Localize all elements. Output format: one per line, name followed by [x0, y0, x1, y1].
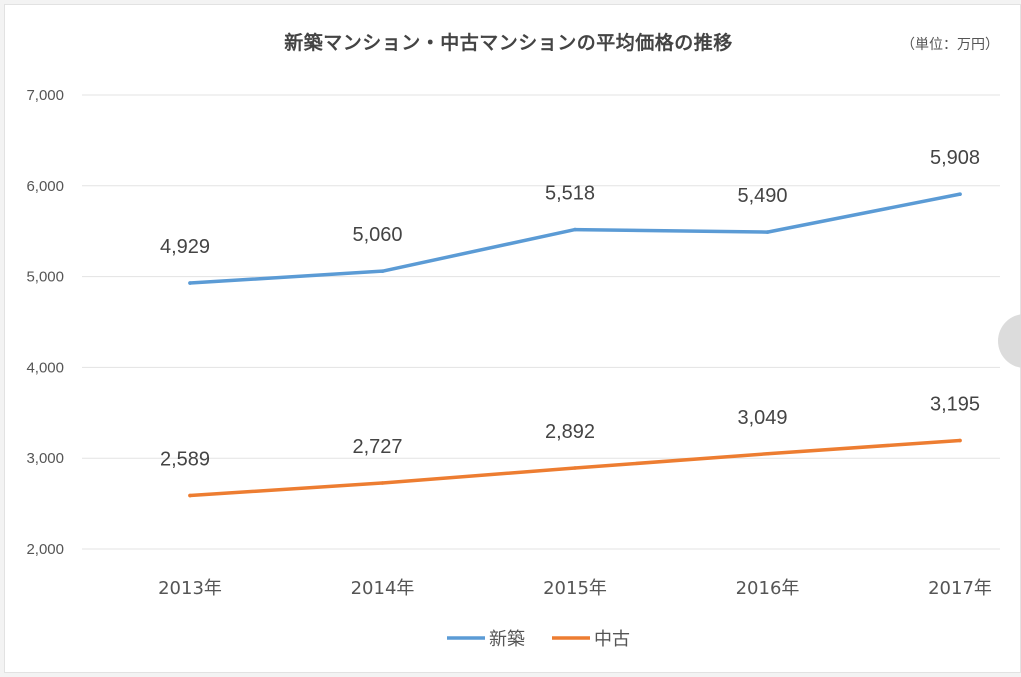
data-point: [765, 230, 770, 234]
chart-title: 新築マンション・中古マンションの平均価格の推移: [284, 32, 733, 54]
data-point: [958, 192, 962, 196]
x-tick-label: 2016年: [736, 578, 800, 599]
x-tick-label: 2017年: [928, 578, 992, 599]
y-tick-label: 3,000: [26, 450, 64, 467]
data-label: 5,060: [352, 224, 402, 246]
data-point: [380, 481, 385, 485]
legend-label: 中古: [594, 629, 630, 650]
data-point: [573, 466, 577, 470]
y-tick-label: 6,000: [26, 178, 64, 195]
data-label: 2,589: [160, 449, 210, 471]
data-label: 3,049: [737, 407, 787, 429]
y-tick-label: 4,000: [26, 359, 64, 376]
data-point: [380, 269, 385, 273]
y-tick-label: 2,000: [26, 541, 64, 558]
data-label: 5,908: [930, 147, 980, 169]
x-tick-label: 2015年: [543, 578, 607, 599]
chart-frame: [4, 4, 1021, 673]
x-tick-label: 2013年: [158, 578, 222, 599]
data-label: 2,727: [352, 436, 402, 458]
unit-note: （単位：万円）: [901, 37, 999, 53]
data-point: [188, 493, 192, 498]
data-label: 2,892: [545, 421, 595, 443]
y-tick-label: 5,000: [26, 269, 64, 286]
x-tick-label: 2014年: [351, 578, 415, 599]
data-label: 4,929: [160, 236, 210, 258]
data-point: [765, 451, 770, 456]
series-line-1: [188, 192, 962, 285]
y-tick-label: 7,000: [26, 87, 64, 104]
data-point: [958, 438, 962, 443]
data-point: [188, 281, 192, 285]
data-label: 5,490: [737, 185, 787, 207]
legend-label: 新築: [489, 629, 525, 650]
data-point: [573, 227, 577, 232]
scroll-handle[interactable]: [998, 314, 1021, 368]
data-label: 3,195: [930, 393, 980, 415]
data-label: 5,518: [545, 183, 595, 205]
